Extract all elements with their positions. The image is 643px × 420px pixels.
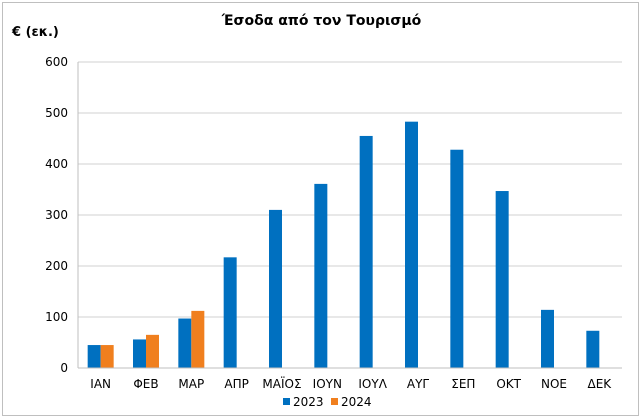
x-tick-labels: ΙΑΝ ΦΕΒ ΜΑΡ ΑΠΡ ΜΑΪΟΣ ΙΟΥΝ ΙΟΥΛ ΑΥΓ ΣΕΠ ΟΚΤ ΝΟΕ ΔΕΚ <box>78 367 622 391</box>
x-tick-label: ΑΠΡ <box>224 377 248 391</box>
bar-2023-2 <box>178 318 192 368</box>
legend-label: 2024 <box>341 395 372 409</box>
bar-2023-9 <box>495 191 509 368</box>
legend-label: 2023 <box>293 395 324 409</box>
x-tick-label: ΙΑΝ <box>90 377 111 391</box>
y-tick-label: 600 <box>45 55 68 69</box>
x-tick-label: ΝΟΕ <box>541 377 567 391</box>
y-tick-label: 0 <box>60 361 68 375</box>
gridlines <box>77 61 622 369</box>
x-tick-label: ΟΚΤ <box>496 377 521 391</box>
x-tick-label: ΔΕΚ <box>587 377 612 391</box>
x-tick-label: ΜΑΪΟΣ <box>262 376 301 391</box>
y-axis-label: € (εκ.) <box>12 25 59 40</box>
legend: 2023 2024 <box>283 395 372 409</box>
bar-2023-11 <box>586 330 600 368</box>
x-tick-label: ΑΥΓ <box>407 377 430 391</box>
x-tick-label: ΙΟΥΝ <box>313 377 342 391</box>
bar-2023-0 <box>87 345 101 368</box>
x-tick-label: ΦΕΒ <box>133 377 158 391</box>
bar-2024-2 <box>191 310 205 368</box>
y-tick-label: 500 <box>45 106 68 120</box>
bar-2023-6 <box>359 135 373 368</box>
y-tick-label: 100 <box>45 310 68 324</box>
bars <box>87 121 600 368</box>
x-tick-label: ΣΕΠ <box>451 377 475 391</box>
bar-2024-0 <box>100 345 114 368</box>
bar-2023-8 <box>450 149 464 368</box>
y-tick-label: 200 <box>45 259 68 273</box>
x-tick-label: ΙΟΥΛ <box>358 377 387 391</box>
legend-swatch-2023 <box>283 398 290 405</box>
y-tick-labels: 0 100 200 300 400 500 600 <box>45 55 68 375</box>
bar-2023-10 <box>541 309 554 368</box>
bar-2023-4 <box>269 209 282 368</box>
y-tick-label: 400 <box>45 157 68 171</box>
bar-2023-1 <box>133 339 146 368</box>
chart-title: Έσοδα από τον Τουρισμό <box>221 13 422 29</box>
bar-2023-3 <box>223 257 237 368</box>
y-tick-label: 300 <box>45 208 68 222</box>
legend-swatch-2024 <box>331 398 338 405</box>
bar-2023-7 <box>405 121 418 368</box>
bar-2024-1 <box>146 334 159 368</box>
x-tick-label: ΜΑΡ <box>178 377 204 391</box>
bar-2023-5 <box>314 183 328 368</box>
